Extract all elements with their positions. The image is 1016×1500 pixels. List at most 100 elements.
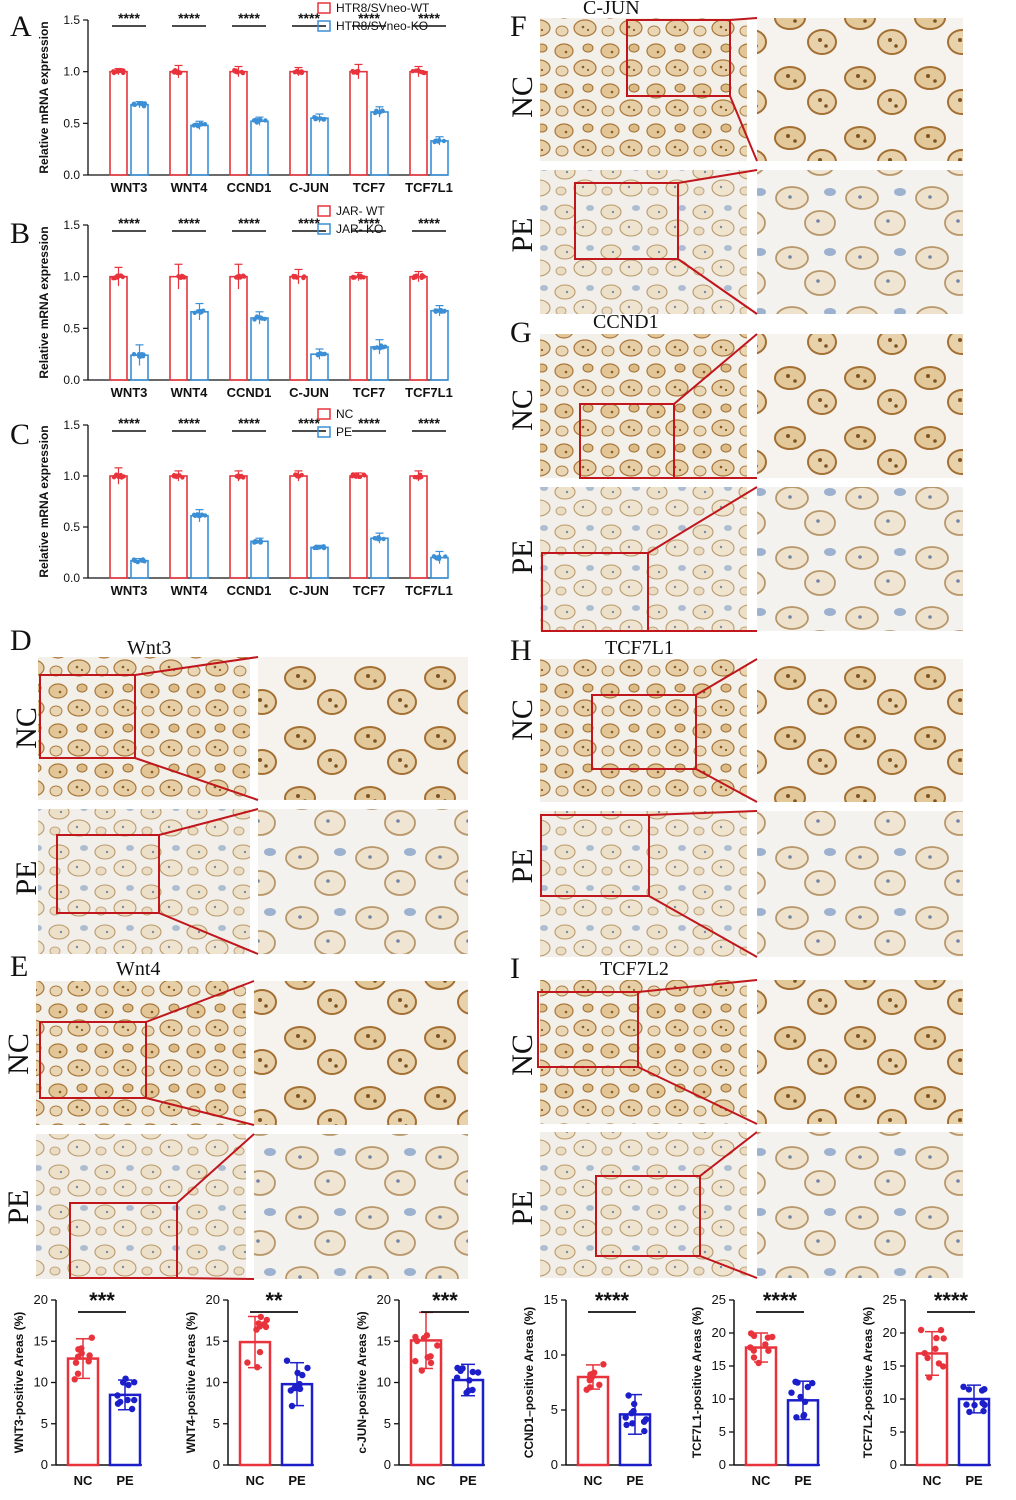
chart-bottom-1-data-point: [117, 1398, 124, 1406]
row-label-i-pe: PE: [506, 1190, 539, 1225]
chart-b-data-point: [411, 275, 416, 281]
chart-bottom-6-data-point: [932, 1345, 939, 1353]
zoom-connector-line: [729, 95, 758, 162]
chart-c-data-point: [317, 545, 322, 550]
chart-b-bar-control: [109, 275, 128, 381]
chart-a-legend-label: HTR8/SVneo-WT: [336, 1, 430, 15]
chart-bottom-1-data-point: [74, 1353, 82, 1360]
chart-b-significance-stars: ****: [418, 215, 440, 231]
chart-bottom-2-category-label: NC: [246, 1473, 265, 1488]
chart-c-significance-stars: ****: [238, 415, 260, 431]
chart-b-y-tick-label: 0.5: [63, 321, 80, 335]
chart-bottom-2-data-point: [288, 1402, 296, 1410]
chart-bottom-6-y-tick-label: 25: [883, 1292, 897, 1307]
chart-bottom-6-data-point: [980, 1407, 987, 1415]
chart-bottom-1-data-point: [74, 1370, 82, 1377]
chart-c-legend-swatch: [317, 408, 331, 420]
chart-a-y-tick-label: 1.0: [63, 65, 80, 79]
chart-bottom-1-data-point: [124, 1396, 131, 1404]
zoom-connector-line: [695, 768, 758, 803]
chart-bottom-2-category-label: PE: [288, 1473, 306, 1488]
chart-b-y-tick-label: 1.5: [63, 218, 80, 232]
micrograph-nc-overview: [38, 657, 250, 800]
chart-bottom-6-y-tick-label: 20: [883, 1325, 897, 1340]
micrograph-nc-overview: [540, 18, 747, 161]
zoom-region-box: [39, 674, 136, 759]
chart-bottom-5-y-tick-label: 5: [719, 1424, 726, 1439]
chart-bottom-3-data-point: [434, 1342, 441, 1349]
chart-b-data-point: [433, 309, 438, 314]
chart-bottom-5-y-tick-label: 0: [719, 1457, 726, 1472]
chart-a-legend-swatch: [317, 2, 331, 14]
chart-a-data-point: [138, 101, 143, 107]
zoom-connector-line: [637, 1066, 758, 1125]
chart-bottom-1-data-point: [85, 1358, 92, 1365]
chart-b-bar-control: [289, 275, 308, 381]
chart-c-category-label: TCF7: [353, 583, 386, 598]
chart-a-data-point: [299, 69, 304, 74]
chart-bottom-4-data-point: [629, 1420, 636, 1427]
chart-a-data-point: [377, 110, 382, 115]
chart-b-data-point: [293, 274, 299, 280]
chart-bottom-2-data-point: [294, 1369, 301, 1377]
chart-a-data-point: [111, 70, 117, 76]
chart-b-data-point: [421, 274, 426, 279]
chart-bottom-5-category-label: PE: [794, 1473, 812, 1488]
chart-c-y-axis-label: Relative mRNA expression: [37, 425, 51, 577]
chart-c-data-point: [131, 558, 137, 563]
chart-bottom-4-data-point: [628, 1410, 635, 1417]
zoom-connector-line: [695, 658, 758, 696]
chart-a-data-point: [441, 138, 447, 144]
chart-bottom-2-data-point: [283, 1357, 291, 1364]
chart-bottom-3-data-point: [423, 1332, 431, 1339]
chart-bottom-4-y-tick-label: 15: [544, 1292, 558, 1307]
chart-bottom-3-y-axis-label: c-JUN-positive Areas (%): [355, 1311, 369, 1453]
chart-bottom-5-data-point: [747, 1330, 755, 1337]
chart-bottom-3-y-tick-label: 5: [384, 1416, 391, 1431]
chart-a-data-point: [132, 102, 138, 108]
zoom-connector-line: [176, 1133, 255, 1204]
chart-bottom-1-y-tick-label: 5: [41, 1416, 48, 1431]
chart-c-data-point: [202, 513, 208, 518]
chart-b-bar-control: [409, 275, 428, 381]
zoom-region-box: [39, 1021, 147, 1099]
chart-bottom-1-y-tick-label: 20: [34, 1292, 48, 1307]
chart-a-bar-treated: [370, 111, 389, 176]
chart-b-data-point: [316, 352, 321, 357]
chart-bottom-4-data-point: [583, 1386, 590, 1393]
chart-bottom-1-y-tick-label: 0: [41, 1457, 48, 1472]
chart-bottom-2-data-point: [254, 1364, 261, 1371]
chart-bottom-5-data-point: [747, 1344, 754, 1351]
chart-bottom-1-data-point: [86, 1352, 93, 1359]
chart-a-y-axis-label: Relative mRNA expression: [37, 21, 51, 173]
chart-c-legend-swatch: [317, 426, 331, 438]
chart-a-bar-control: [409, 70, 428, 176]
chart-b-bar-treated: [190, 310, 209, 381]
zoom-connector-line: [677, 169, 758, 184]
chart-a-bar-treated: [190, 124, 209, 176]
chart-bottom-5-data-point: [762, 1341, 769, 1348]
chart-a-data-point: [322, 116, 327, 122]
chart-bottom-5-data-point: [797, 1393, 804, 1401]
chart-a-data-point: [314, 116, 320, 121]
chart-a-data-point: [416, 68, 421, 73]
chart-a-significance-stars: ****: [238, 10, 260, 26]
chart-a-data-point: [263, 118, 268, 123]
chart-c-significance-stars: ****: [298, 415, 320, 431]
chart-b-data-point: [439, 309, 444, 314]
chart-b-data-point: [192, 310, 197, 315]
chart-bottom-1-category-label: NC: [74, 1473, 93, 1488]
chart-bottom-5-data-point: [794, 1379, 801, 1386]
chart-b-data-point: [241, 273, 246, 278]
chart-c-data-point: [140, 557, 146, 562]
chart-bottom-1-data-point: [72, 1359, 80, 1366]
chart-bottom-2-data-point: [291, 1384, 298, 1392]
chart-a-data-point: [432, 139, 437, 145]
chart-b-data-point: [111, 276, 116, 281]
chart-bottom-5-data-point: [788, 1389, 795, 1396]
chart-bottom-6-data-point: [965, 1386, 973, 1393]
chart-b-category-label: WNT4: [171, 385, 209, 400]
chart-a-data-point: [355, 68, 361, 74]
chart-a-data-point: [318, 116, 324, 121]
chart-bottom-3-data-point: [427, 1359, 435, 1367]
